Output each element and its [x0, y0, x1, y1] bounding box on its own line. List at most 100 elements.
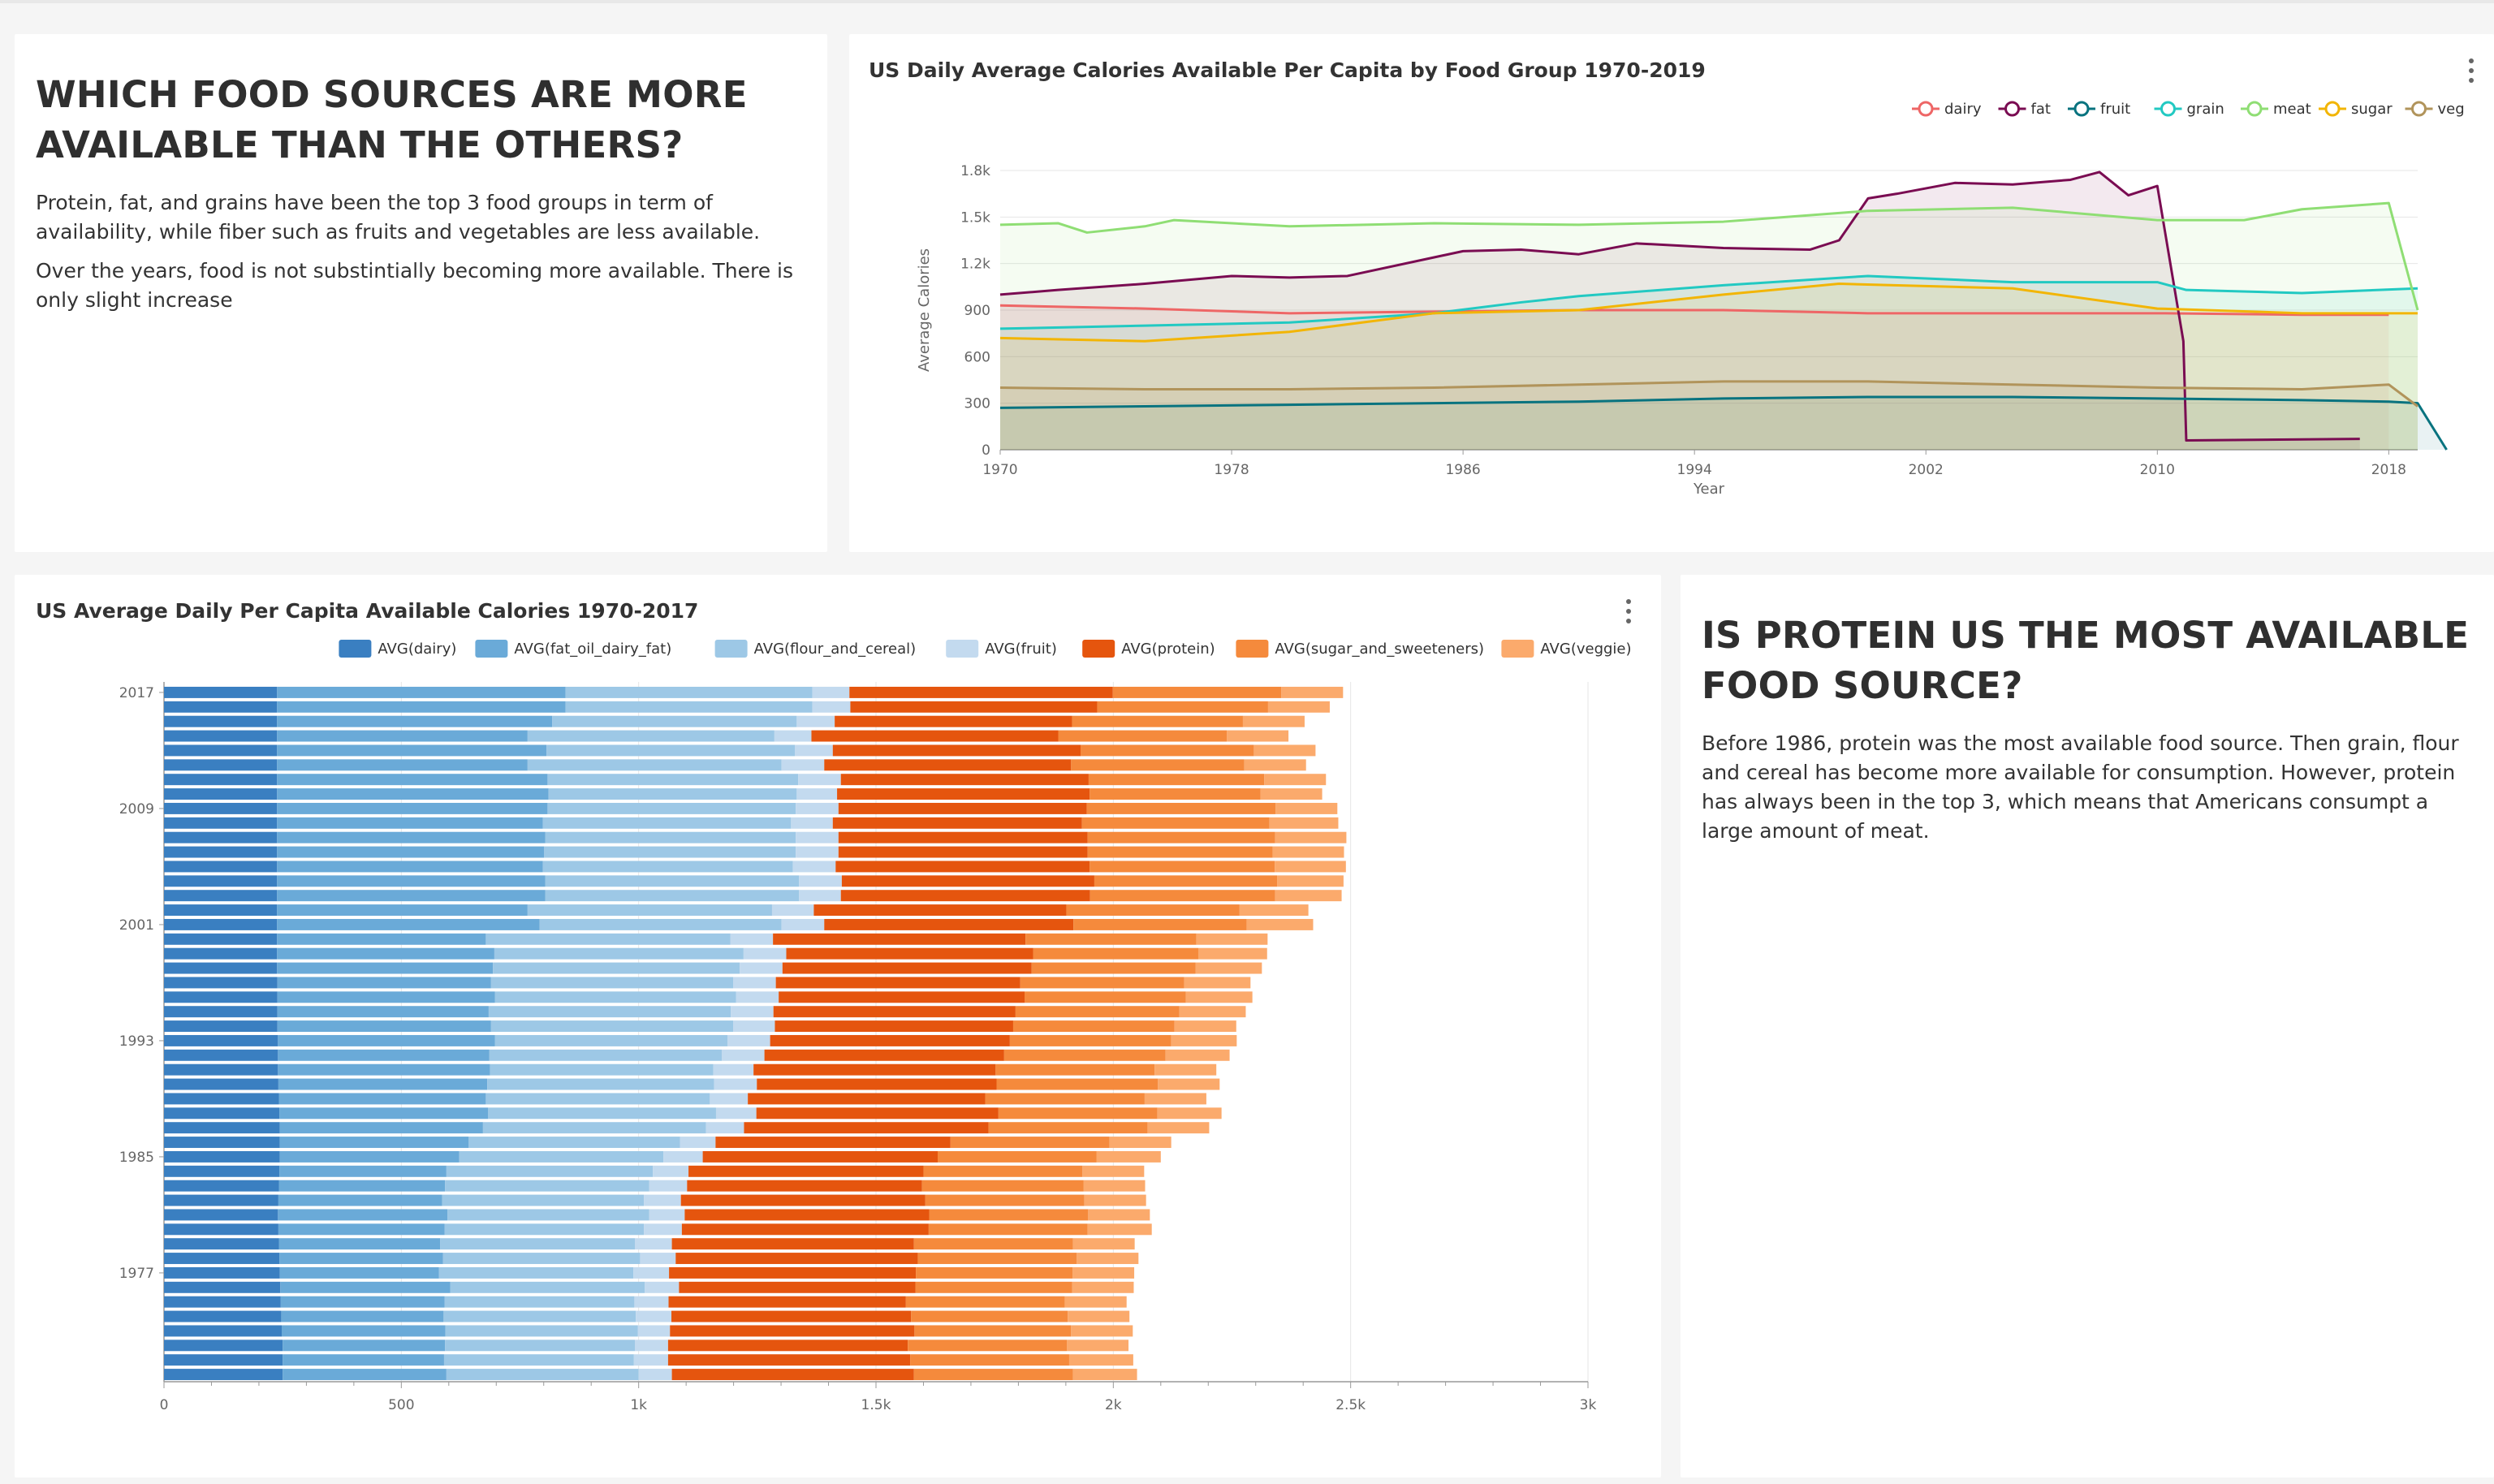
bar-segment-avgfruit: [781, 759, 825, 771]
bar-segment-avgdairy: [164, 1137, 280, 1149]
bar-segment-avgveggie: [1179, 1006, 1246, 1018]
legend-item[interactable]: AVG(fat_oil_dairy_fat): [475, 640, 671, 658]
x-tick-label: 2k: [1105, 1397, 1122, 1413]
bar-segment-avgveggie: [1171, 1034, 1237, 1046]
bar-segment-avgsugar_and_sweeteners: [913, 1238, 1073, 1250]
bar-segment-avgdairy: [164, 831, 278, 843]
y-tick-label: 1.8k: [960, 163, 990, 179]
bar-segment-avgfruit: [796, 715, 835, 727]
x-tick-label: 1994: [1677, 462, 1712, 478]
series-line-veg: [999, 380, 2418, 408]
legend-item[interactable]: AVG(dairy): [339, 640, 456, 658]
bar-segment-avgprotein: [671, 1369, 914, 1381]
bar-segment-avgfat_oil_dairy_fat: [277, 991, 495, 1003]
bar-segment-avgveggie: [1269, 817, 1339, 829]
y-tick-label: 600: [964, 349, 990, 365]
bar-segment-avgprotein: [850, 701, 1098, 713]
bar-segment-avgfat_oil_dairy_fat: [277, 788, 549, 800]
legend-item[interactable]: AVG(protein): [1082, 640, 1215, 658]
bar-segment-avgveggie: [1072, 1266, 1135, 1279]
bar-segment-avgfat_oil_dairy_fat: [278, 1049, 490, 1061]
legend-item[interactable]: AVG(sugar_and_sweeteners): [1236, 640, 1484, 658]
bar-segment-avgfruit: [649, 1209, 685, 1221]
bar-segment-avgsugar_and_sweeteners: [913, 1369, 1073, 1381]
legend-marker: [2160, 101, 2176, 117]
bar-segment-avgflour_and_cereal: [444, 1223, 645, 1236]
legend-label: AVG(protein): [1121, 641, 1215, 658]
bar-segment-avgsugar_and_sweeteners: [1025, 991, 1186, 1003]
bar-segment-avgsugar_and_sweeteners: [1090, 890, 1275, 902]
bar-segment-avgfat_oil_dairy_fat: [281, 1310, 444, 1322]
legend-item-fat[interactable]: fat: [1998, 101, 2051, 118]
bar-segment-avgfruit: [721, 1049, 765, 1061]
bar-segment-avgfat_oil_dairy_fat: [277, 861, 543, 873]
bar-segment-avgfat_oil_dairy_fat: [277, 846, 545, 858]
y-tick-label: 1.2k: [960, 257, 990, 273]
bar-segment-avgfat_oil_dairy_fat: [277, 715, 553, 727]
bar-segment-avgprotein: [838, 802, 1087, 814]
area-chart: 0 300 600 900 1.2k 1.5k 1.8k 1970 1978 1986 1994 20…: [916, 101, 2465, 498]
bar-segment-avgsugar_and_sweeteners: [928, 1223, 1088, 1236]
legend-label: dairy: [1944, 101, 1982, 118]
legend-item-sugar[interactable]: sugar: [2319, 101, 2393, 118]
bar-segment-avgfruit: [812, 686, 850, 698]
legend-item-fruit[interactable]: fruit: [2068, 101, 2130, 118]
bar-segment-avgveggie: [1267, 701, 1330, 713]
legend-marker: [1918, 101, 1934, 117]
bar-segment-avgflour_and_cereal: [485, 933, 731, 945]
bar-segment-avgfat_oil_dairy_fat: [277, 918, 540, 930]
bar-segment-avgfat_oil_dairy_fat: [278, 1034, 495, 1046]
bar-segment-avgsugar_and_sweeteners: [1081, 817, 1270, 829]
bar-segment-avgsugar_and_sweeteners: [1020, 977, 1184, 989]
bar-segment-avgsugar_and_sweeteners: [985, 1093, 1145, 1105]
legend-item-veg[interactable]: veg: [2405, 101, 2465, 118]
bar-segment-avgfruit: [730, 933, 774, 945]
bar-segment-avgveggie: [1084, 1194, 1146, 1206]
bar-segment-avgflour_and_cereal: [487, 1078, 714, 1090]
bar-segment-avgprotein: [779, 991, 1025, 1003]
bar-segment-avgdairy: [164, 1063, 278, 1076]
legend-item-meat[interactable]: meat: [2241, 101, 2311, 118]
x-tick-label: 1970: [982, 462, 1017, 478]
x-axis-label: Year: [1693, 481, 1725, 498]
bar-segment-avgdairy: [164, 759, 278, 771]
bar-segment-avgsugar_and_sweeteners: [923, 1165, 1083, 1177]
legend-item-grain[interactable]: grain: [2154, 101, 2224, 118]
bar-segment-avgdairy: [164, 1253, 280, 1265]
bar-segment-avgdairy: [164, 1150, 280, 1163]
bar-segment-avgflour_and_cereal: [447, 1209, 649, 1221]
bar-segment-avgveggie: [1067, 1339, 1129, 1352]
bar-segment-avgsugar_and_sweeteners: [1094, 875, 1278, 887]
bar-segment-avgfruit: [715, 1107, 757, 1119]
bar-segment-avgfat_oil_dairy_fat: [277, 1006, 489, 1018]
legend-item-dairy[interactable]: dairy: [1912, 101, 1982, 118]
bar-segment-avgflour_and_cereal: [488, 1107, 716, 1119]
bar-segment-avgveggie: [1184, 977, 1251, 989]
bar-segment-avgfat_oil_dairy_fat: [277, 890, 546, 902]
bar-segment-avgflour_and_cereal: [545, 831, 796, 843]
legend-item[interactable]: AVG(flour_and_cereal): [714, 640, 917, 658]
bar-segment-avgprotein: [775, 977, 1020, 989]
bar-segment-avgdairy: [164, 890, 278, 902]
legend-item[interactable]: AVG(veggie): [1501, 640, 1632, 658]
bar-segment-avgflour_and_cereal: [565, 701, 813, 713]
bar-segment-avgveggie: [1082, 1165, 1145, 1177]
bar-segment-avgveggie: [1253, 744, 1316, 757]
bar-segment-avgfruit: [799, 890, 841, 902]
bar-segment-avgveggie: [1196, 933, 1268, 945]
bar-segment-avgflour_and_cereal: [443, 1354, 634, 1366]
chart-menu-icon[interactable]: [2463, 57, 2479, 84]
legend-swatch: [946, 640, 979, 658]
bar-segment-avgfruit: [680, 1137, 716, 1149]
legend-item[interactable]: AVG(fruit): [946, 640, 1057, 658]
bar-segment-avgfat_oil_dairy_fat: [277, 701, 566, 713]
legend-label: veg: [2438, 101, 2465, 118]
y-tick-label: 1993: [119, 1033, 154, 1050]
bar-segment-avgdairy: [164, 1281, 281, 1293]
x-tick-label: 1986: [1445, 462, 1480, 478]
chart-menu-icon[interactable]: [1620, 597, 1637, 625]
bar-segment-avgflour_and_cereal: [546, 744, 796, 757]
legend-swatch: [1236, 640, 1269, 658]
bar-segment-avgfruit: [743, 947, 787, 960]
series-line-grain: [999, 274, 2418, 330]
